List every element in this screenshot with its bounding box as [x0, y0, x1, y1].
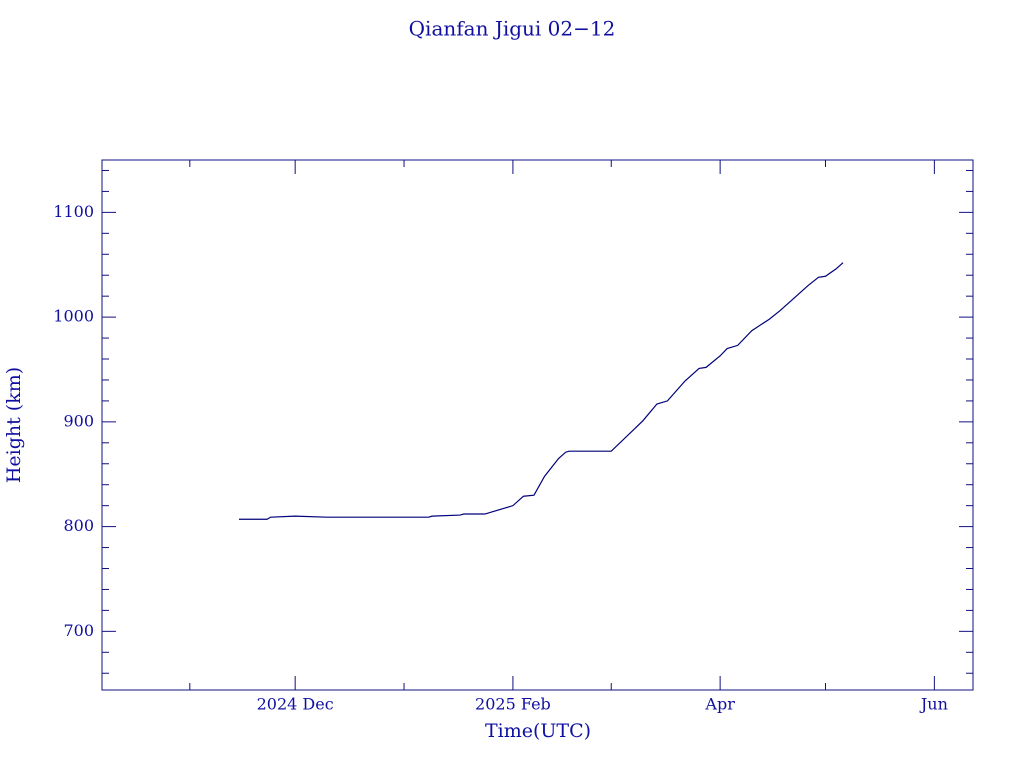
x-tick-label: 2024 Dec: [257, 695, 334, 714]
x-tick-label: 2025 Feb: [475, 695, 551, 714]
x-axis-label: Time(UTC): [485, 720, 591, 742]
y-tick-label: 1000: [53, 307, 94, 326]
x-tick-label: Apr: [704, 695, 735, 714]
y-tick-label: 700: [63, 621, 94, 640]
y-axis-label: Height (km): [3, 367, 25, 483]
y-tick-label: 900: [63, 411, 94, 430]
x-tick-label: Jun: [919, 695, 948, 714]
plot-frame: [101, 159, 974, 691]
y-tick-label: 800: [63, 516, 94, 535]
chart-title: Qianfan Jigui 02−12: [409, 17, 616, 41]
y-tick-label: 1100: [53, 202, 94, 221]
data-line: [238, 262, 844, 520]
